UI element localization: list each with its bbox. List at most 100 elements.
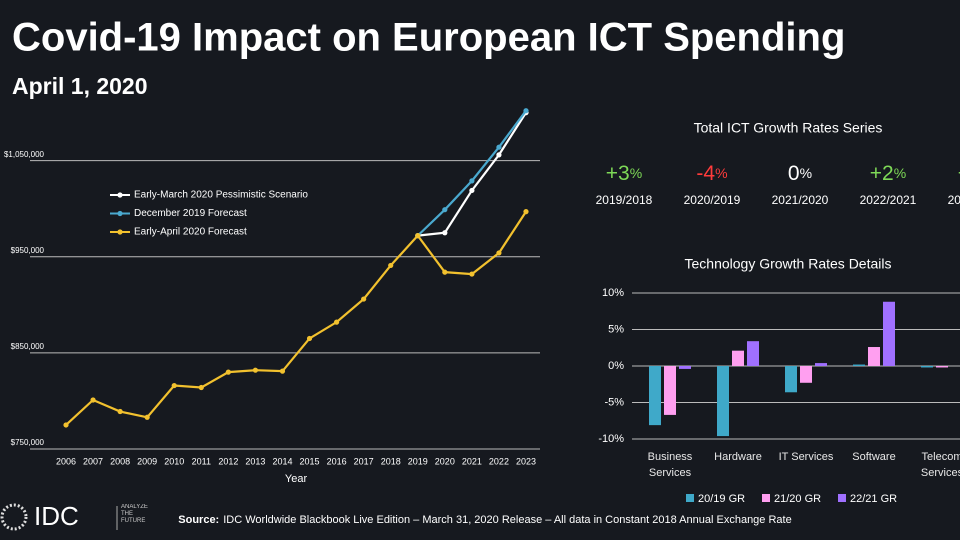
point	[442, 207, 448, 213]
x-tick-label: 2008	[110, 456, 130, 466]
y-tick-label: $950,000	[11, 246, 45, 255]
bar	[732, 350, 744, 366]
bar	[868, 347, 880, 366]
y-tick-label: $750,000	[11, 438, 45, 447]
point	[496, 250, 502, 256]
x-tick-label: IT Services	[778, 451, 834, 463]
point	[442, 230, 448, 236]
source-text: IDC Worldwide Blackbook Live Edition – M…	[223, 514, 791, 526]
point	[496, 144, 502, 150]
bar	[800, 366, 812, 383]
kpi-label: 2020/2019	[684, 193, 741, 207]
x-tick-label: Telecom Services	[920, 451, 960, 479]
point	[333, 319, 340, 325]
logo-tag-box: ANALYZE THE FUTURE	[121, 504, 148, 524]
subtitle: April 1, 2020	[12, 73, 148, 99]
legend-label: December 2019 Forecast	[134, 208, 247, 219]
legend-dot	[117, 210, 123, 217]
point	[469, 178, 475, 184]
point	[252, 367, 259, 373]
x-tick-label: Hardware	[714, 451, 762, 463]
bar	[747, 341, 759, 366]
x-tick-label: Business Services	[647, 451, 693, 479]
x-tick-label: 2017	[354, 456, 374, 466]
x-tick-label: 2007	[83, 456, 103, 466]
y-tick-label: -5%	[604, 396, 624, 408]
kpi-value: -4%	[696, 162, 727, 185]
kpi-value: +2%	[870, 162, 906, 185]
source-prefix: Source:	[178, 514, 219, 526]
legend-label: Early-April 2020 Forecast	[134, 227, 247, 238]
point	[361, 296, 367, 302]
kpi-number: -4	[696, 162, 715, 185]
x-tick-label: 2020	[435, 456, 455, 466]
x-tick-label: 2023	[516, 456, 536, 466]
y-tick-label: 10%	[602, 287, 624, 299]
legend-label: Early-March 2020 Pessimistic Scenario	[134, 190, 308, 201]
legend-dot	[117, 192, 123, 198]
legend-swatch	[762, 494, 770, 502]
kpi-unit: %	[894, 165, 906, 181]
bar	[815, 363, 827, 366]
point	[117, 408, 123, 415]
x-tick-label: 2006	[56, 456, 76, 466]
bar	[785, 366, 797, 393]
point	[523, 108, 529, 114]
bar	[717, 366, 729, 437]
y-tick-label: 0%	[608, 360, 624, 372]
bar	[679, 366, 691, 369]
logo-mark	[0, 503, 28, 531]
x-tick-label: 2016	[327, 456, 347, 466]
bar	[853, 364, 865, 366]
legend-swatch	[838, 494, 846, 502]
point	[469, 271, 475, 277]
kpi-unit: %	[800, 165, 812, 181]
chart-title: Technology Growth Rates Details	[685, 256, 892, 272]
kpi-unit: %	[630, 165, 642, 181]
point	[306, 335, 313, 342]
point	[144, 414, 150, 420]
x-tick-label: 2009	[137, 456, 157, 466]
logo: IDC ANALYZE THE FUTURE	[0, 501, 148, 531]
logo-tagline: ANALYZE THE FUTURE	[121, 504, 148, 524]
point	[171, 382, 177, 389]
point	[63, 422, 69, 428]
x-tick-label: 2019	[408, 456, 428, 466]
kpi-label: 2021/2020	[772, 193, 829, 207]
x-tick-label: 2018	[381, 456, 401, 466]
y-tick-label: 5%	[608, 323, 624, 335]
x-tick-label: 2012	[218, 456, 238, 466]
y-tick-label: -10%	[598, 433, 624, 445]
bar	[664, 366, 676, 415]
title: Covid-19 Impact on European ICT Spending	[12, 16, 845, 60]
x-axis-label: Year	[285, 473, 308, 485]
kpi-label: 2023/2022	[948, 193, 960, 207]
kpi-label: 2022/2021	[860, 193, 917, 207]
series-line	[65, 211, 527, 426]
point	[388, 262, 394, 269]
point	[523, 209, 529, 215]
x-tick-label: 2015	[300, 456, 320, 466]
point	[496, 152, 502, 158]
legend-label: 22/21 GR	[850, 493, 897, 505]
point	[198, 384, 204, 391]
y-tick-label: $1,050,000	[4, 150, 45, 159]
series-line	[417, 110, 527, 237]
legend-swatch	[686, 494, 694, 502]
point	[442, 269, 448, 275]
kpi-value: +3%	[606, 162, 642, 185]
bar	[921, 366, 933, 368]
x-tick-label: 2011	[192, 456, 211, 466]
logo-name: IDC	[34, 501, 79, 531]
legend-label: 21/20 GR	[774, 493, 821, 505]
point	[469, 187, 475, 194]
kpi-title: Total ICT Growth Rates Series	[694, 120, 883, 136]
kpi-number: +2	[870, 162, 894, 185]
point	[415, 233, 421, 239]
kpi-value: 0%	[788, 162, 812, 185]
point	[225, 369, 231, 375]
y-tick-label: $850,000	[11, 342, 45, 351]
bar	[936, 366, 948, 368]
